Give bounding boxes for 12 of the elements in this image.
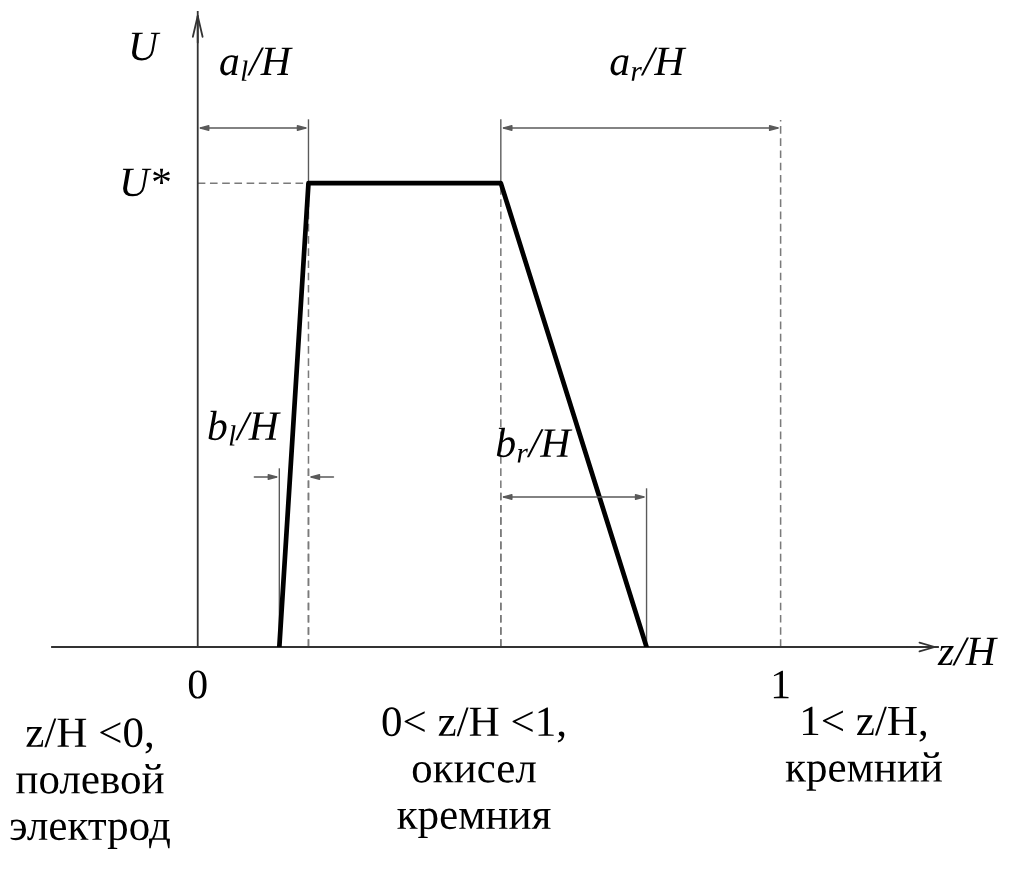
text: 0< z/H <1, окисел кремния bbox=[382, 707, 565, 839]
x-tick-label: 1 bbox=[773, 670, 789, 699]
y-axis-title: U bbox=[131, 32, 161, 61]
annotation: b$_{r}$/H bbox=[496, 427, 573, 463]
annotation: b$_{l}$/H bbox=[208, 410, 281, 446]
text: z/H <0, полевой электрод bbox=[10, 718, 170, 850]
x-tick-label: 0 bbox=[188, 670, 207, 699]
text: a$_{r}$/H bbox=[610, 47, 687, 81]
x-axis-title: z/H bbox=[937, 637, 998, 666]
annotation: U* bbox=[122, 168, 170, 197]
text: a$_{l}$/H bbox=[220, 47, 293, 81]
text: 1< z/H, кремний bbox=[785, 706, 942, 791]
